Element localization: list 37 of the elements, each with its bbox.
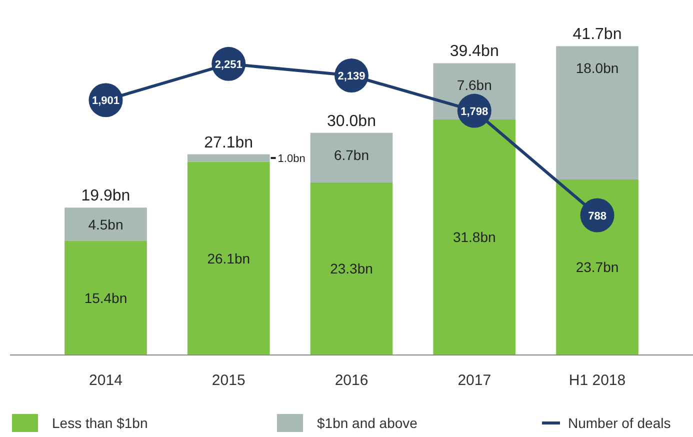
total-label: 27.1bn [204,134,254,152]
data-label: 1,798 [460,106,488,118]
bar [187,154,270,162]
x-tick-label: 2014 [89,372,122,389]
bar [187,162,270,355]
bar [433,119,516,355]
bar [64,240,147,355]
data-label: 18.0bn [576,60,619,76]
bar [556,179,638,355]
data-label: 31.8bn [452,229,496,246]
data-label: 23.3bn [330,260,373,277]
bar [310,132,393,182]
total-label: 30.0bn [327,112,376,130]
data-label: 2,251 [214,58,242,71]
legend-label: Number of deals [568,415,671,431]
data-label: 1.0bn [278,153,306,166]
data-label: 23.7bn [576,259,619,276]
data-label: 2,139 [338,70,366,83]
bar [310,182,393,355]
total-label: 19.9bn [81,188,130,205]
bar [64,208,147,241]
legend-label: $1bn and above [317,415,418,431]
x-tick-label: 2015 [212,372,246,389]
bar [556,46,638,180]
data-label: 1,901 [92,95,120,108]
data-label: 6.7bn [334,146,370,163]
total-label: 39.4bn [450,43,499,60]
data-label: 788 [588,210,606,222]
x-tick-label: H1 2018 [568,372,626,389]
x-tick-label: 2017 [458,372,492,389]
total-label: 41.7bn [572,26,622,44]
legend-label: Less than $1bn [52,415,148,431]
data-label: 4.5bn [88,216,124,232]
data-label: 7.6bn [456,77,492,94]
x-tick-label: 2016 [334,372,368,389]
data-label: 15.4bn [84,290,128,306]
data-label: 26.1bn [207,250,250,266]
